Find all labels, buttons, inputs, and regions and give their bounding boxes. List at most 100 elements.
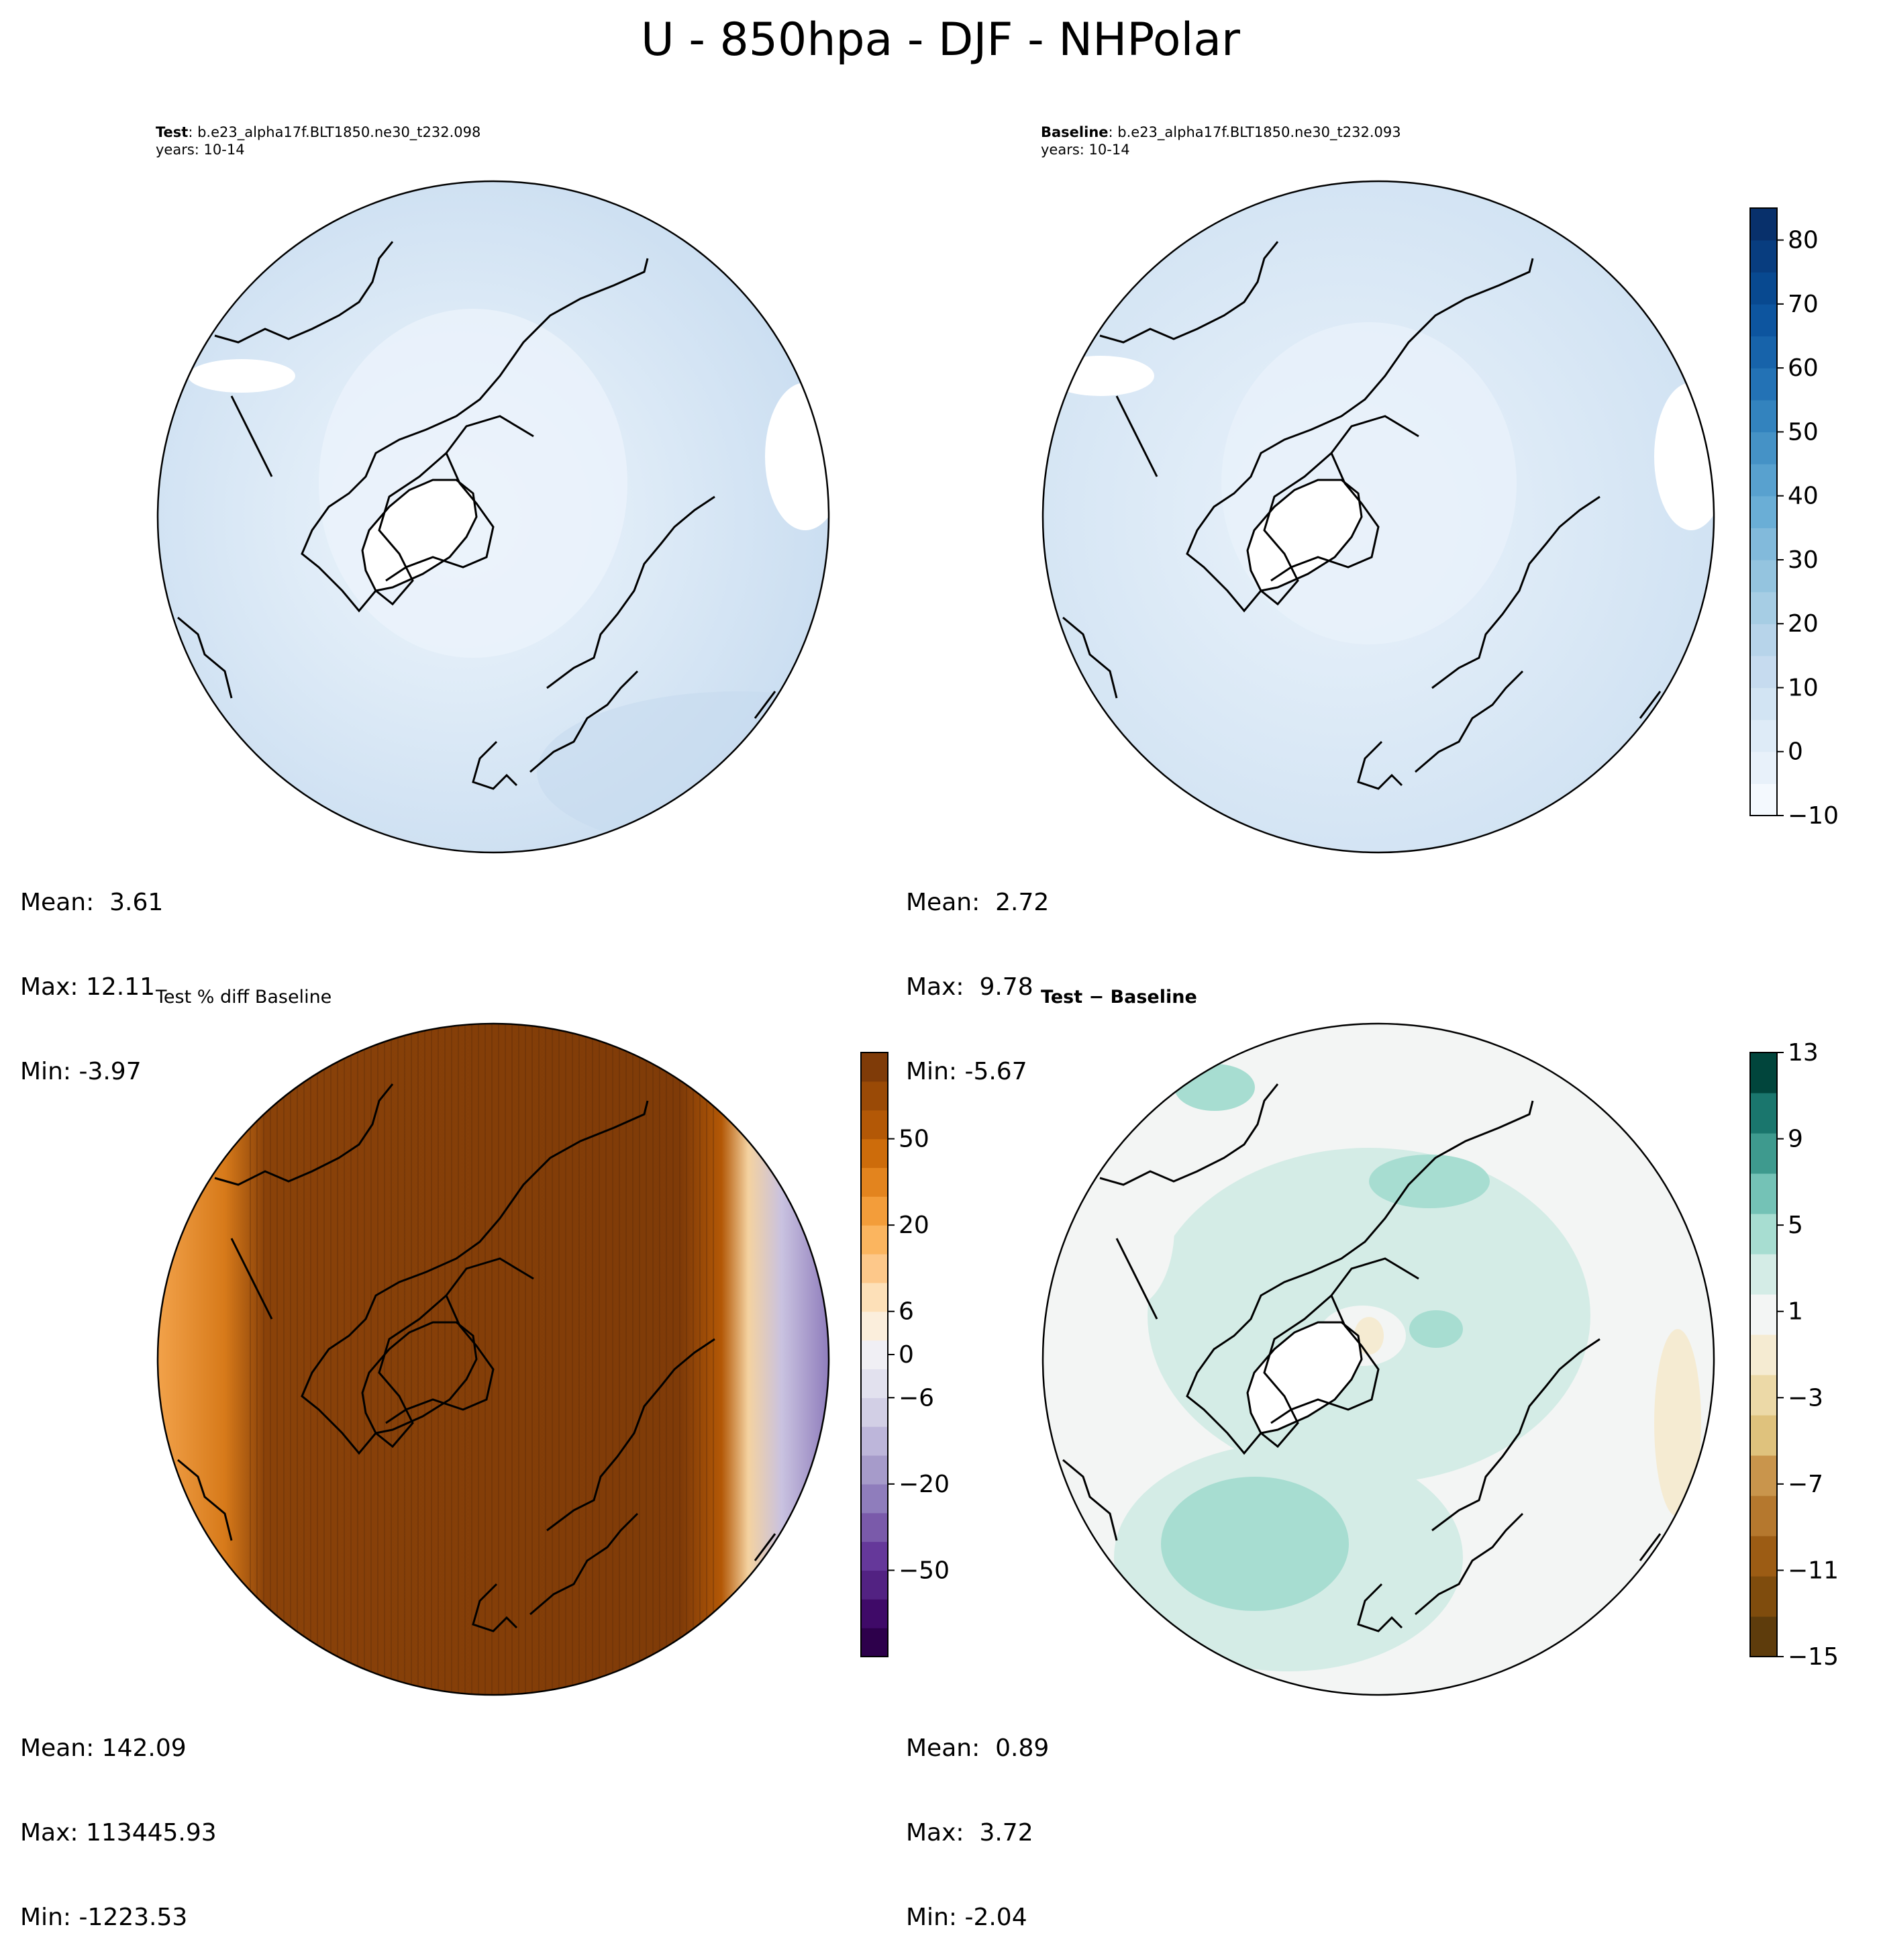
colorbar-tick-label: −15 [1788,1643,1839,1671]
colorbar-segment [861,1081,888,1111]
diff-min: Min: -2.04 [906,1904,1027,1931]
colorbar-tick-label: 13 [1788,1039,1819,1067]
colorbar-segment [1750,751,1777,784]
colorbar-tick-label: −7 [1788,1471,1823,1498]
colorbar-segment [1750,432,1777,464]
test-years: years: 10-14 [156,142,245,158]
colorbar-segment [1750,720,1777,752]
colorbar-segment [1750,240,1777,273]
colorbar-1: −10 0 10 20 30 40 50 60 70 80 [1749,207,1839,830]
colorbar-tick-label: 20 [899,1212,929,1239]
pctdiff-title: Test % diff Baseline [156,987,332,1008]
colorbar-segment [861,1541,888,1571]
colorbar-tick-label: 10 [1788,674,1819,701]
figure-title: U - 850hpa - DJF - NHPolar [640,13,1241,66]
colorbar-segment [1750,1133,1777,1174]
colorbar-tick-label: −50 [899,1557,950,1584]
colorbar-segment [1750,1214,1777,1255]
pctdiff-boundary [156,1022,830,1696]
test-map [156,180,830,854]
colorbar-tick-label: 60 [1788,354,1819,382]
colorbar-3: −15 −11 −7 −3 1 5 9 13 [1749,1039,1839,1671]
colorbar-segment [861,1196,888,1226]
colorbar-segment [1750,655,1777,689]
colorbar-tick-label: −6 [899,1384,934,1412]
colorbar-segment [1750,303,1777,337]
baseline-mean: Mean: 2.72 [906,889,1050,916]
test-max: Max: 12.11 [20,973,156,1001]
test-title: Test: b.e23_alpha17f.BLT1850.ne30_t232.0… [156,124,480,158]
test-boundary [156,180,830,854]
baseline-stats: Mean: 2.72 Max: 9.78 Min: -5.67 [906,832,1049,1114]
colorbar-tick-label: 6 [899,1298,914,1326]
colorbar-segment [861,1398,888,1427]
colorbar-segment [861,1052,888,1082]
pctdiff-mean: Mean: 142.09 [20,1734,187,1762]
colorbar-segment [861,1455,888,1485]
colorbar-segment [1750,1616,1777,1657]
baseline-label: Baseline [1041,124,1109,140]
colorbar-segment [861,1369,888,1398]
colorbar-segment [861,1483,888,1514]
colorbar-segment [1750,464,1777,497]
test-mean: Mean: 3.61 [20,889,164,916]
figure-canvas: −1001020304050607080−15−11−7−315913−50−2… [156,180,1839,1696]
colorbar-segment [1750,1496,1777,1536]
colorbar-segment [1750,559,1777,593]
colorbar-segment [1750,1173,1777,1214]
baseline-years: years: 10-14 [1041,142,1130,158]
baseline-map [1041,180,1715,854]
colorbar-segment [861,1311,888,1341]
colorbar-segment [1750,336,1777,369]
colorbar-segment [1750,1375,1777,1416]
colorbar-segment [1750,528,1777,560]
pctdiff-min: Min: -1223.53 [20,1904,188,1931]
pctdiff-map [156,1022,830,1696]
diff-title: Test − Baseline [1041,987,1197,1008]
colorbar-segment [861,1254,888,1283]
diff-max: Max: 3.72 [906,1819,1033,1847]
colorbar-tick-label: 70 [1788,291,1819,318]
colorbar-tick-label: 0 [899,1341,914,1369]
baseline-max: Max: 9.78 [906,973,1033,1001]
colorbar-frame [1749,1052,1778,1657]
colorbar-segment [1750,624,1777,656]
colorbar-segment [1750,399,1777,433]
colorbar-segment [1750,495,1777,528]
test-min: Min: -3.97 [20,1058,142,1085]
colorbar-2: −50 −20 −6 0 6 20 50 [860,1052,950,1657]
colorbar-segment [1750,1576,1777,1617]
colorbar-segment [861,1628,888,1657]
colorbar-tick-label: 5 [1788,1212,1803,1239]
colorbar-tick-label: −10 [1788,802,1839,830]
colorbar-segment [861,1599,888,1628]
colorbar-segment [861,1282,888,1312]
colorbar-segment [861,1570,888,1600]
colorbar-tick-label: 50 [1788,418,1819,446]
pctdiff-max: Max: 113445.93 [20,1819,217,1847]
colorbar-segment [861,1512,888,1542]
colorbar-segment [1750,783,1777,816]
baseline-title: Baseline: b.e23_alpha17f.BLT1850.ne30_t2… [1041,124,1401,158]
colorbar-tick-label: 9 [1788,1126,1803,1153]
colorbar-segment [1750,687,1777,720]
colorbar-segment [861,1138,888,1169]
colorbar-tick-label: −20 [899,1471,950,1498]
colorbar-segment [861,1340,888,1370]
colorbar-segment [1750,1455,1777,1496]
test-case: : b.e23_alpha17f.BLT1850.ne30_t232.098 [188,124,481,140]
colorbar-tick-label: 50 [899,1126,929,1153]
colorbar-segment [1750,1093,1777,1134]
colorbar-segment [861,1225,888,1255]
colorbar-tick-label: −11 [1788,1557,1839,1584]
colorbar-segment [861,1167,888,1197]
colorbar-segment [1750,1294,1777,1335]
colorbar-tick-label: 40 [1788,483,1819,510]
colorbar-segment [1750,1254,1777,1295]
colorbar-tick-label: −3 [1788,1384,1823,1412]
test-stats: Mean: 3.61 Max: 12.11 Min: -3.97 [20,832,163,1114]
colorbar-segment [861,1110,888,1140]
colorbar-segment [1750,208,1777,241]
colorbar-tick-label: 0 [1788,738,1803,766]
colorbar-segment [1750,368,1777,401]
